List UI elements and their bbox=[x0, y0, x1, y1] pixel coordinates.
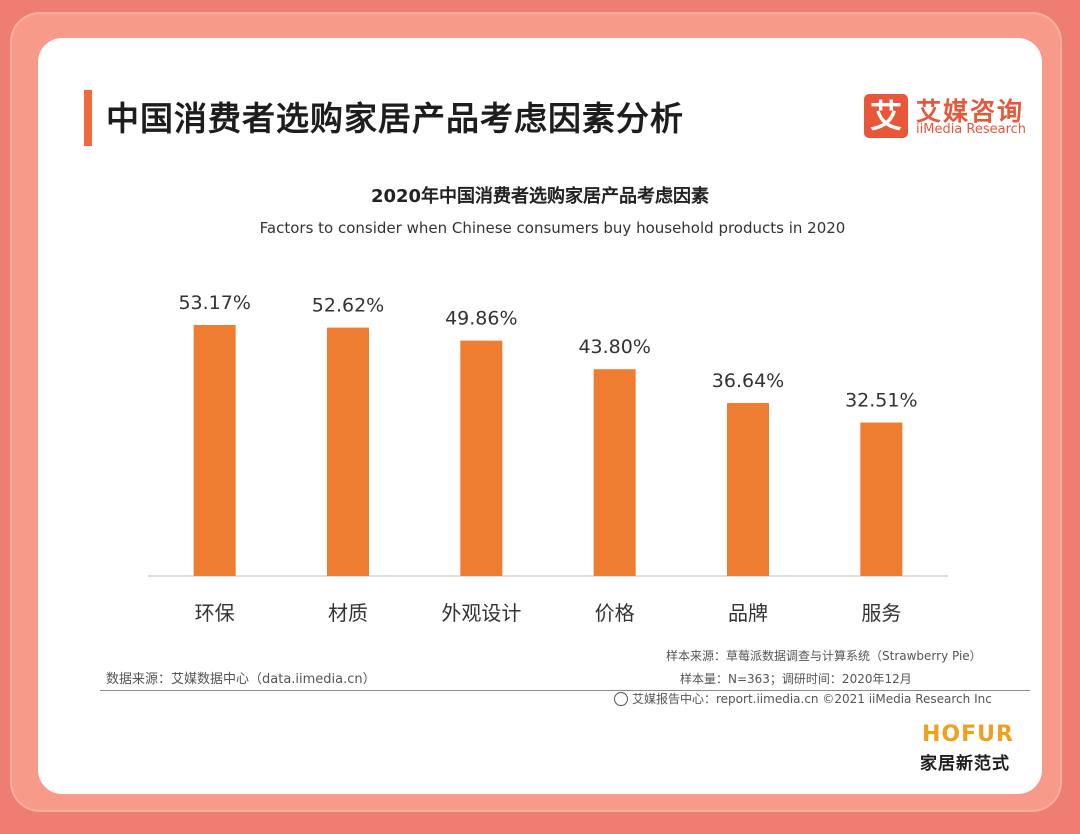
data-label-3: 43.80% bbox=[578, 336, 650, 358]
chart-title: 2020年中国消费者选购家居产品考虑因素 bbox=[370, 186, 710, 207]
data-label-5: 32.51% bbox=[845, 390, 917, 412]
logo-en-text: iiMedia Research bbox=[916, 122, 1027, 137]
data-label-2: 49.86% bbox=[445, 308, 517, 330]
bar-1 bbox=[327, 327, 369, 576]
bar-0 bbox=[193, 325, 236, 576]
report-center: 艾媒报告中心：report.iimedia.cn ©2021 iiMedia R… bbox=[614, 690, 992, 707]
bar-3 bbox=[593, 369, 636, 576]
data-label-0: 53.17% bbox=[178, 292, 250, 314]
footer-divider bbox=[100, 690, 1030, 691]
logo-badge-icon: 艾 bbox=[864, 94, 908, 138]
data-source: 数据来源：艾媒数据中心（data.iimedia.cn） bbox=[106, 672, 376, 687]
x-tick-label-0: 环保 bbox=[195, 601, 235, 625]
data-label-1: 52.62% bbox=[312, 295, 384, 317]
data-label-4: 36.64% bbox=[712, 370, 784, 392]
watermark-brand: HOFUR bbox=[922, 722, 1014, 747]
x-tick-label-4: 品牌 bbox=[728, 601, 768, 625]
sample-size: 样本量：N=363；调研时间：2020年12月 bbox=[680, 672, 912, 686]
sample-source: 样本来源：草莓派数据调查与计算系统（Strawberry Pie） bbox=[666, 649, 982, 663]
title-accent-bar bbox=[84, 90, 92, 146]
bar-4 bbox=[727, 403, 769, 576]
page-title: 中国消费者选购家居产品考虑因素分析 bbox=[106, 99, 684, 138]
iimedia-logo: 艾 艾媒咨询 iiMedia Research bbox=[864, 94, 1034, 140]
watermark-brand-cn: 家居新范式 bbox=[920, 754, 1010, 774]
bar-5 bbox=[860, 422, 903, 576]
globe-icon bbox=[614, 691, 628, 706]
report-center-text: 艾媒报告中心：report.iimedia.cn ©2021 iiMedia R… bbox=[632, 692, 992, 706]
logo-cn-text: 艾媒咨询 bbox=[916, 97, 1025, 126]
x-tick-label-2: 外观设计 bbox=[441, 601, 521, 625]
bar-2 bbox=[460, 340, 503, 576]
x-tick-label-5: 服务 bbox=[861, 601, 901, 625]
chart-subtitle: Factors to consider when Chinese consume… bbox=[259, 219, 846, 237]
x-tick-label-1: 材质 bbox=[328, 601, 368, 625]
x-tick-label-3: 价格 bbox=[595, 601, 635, 625]
